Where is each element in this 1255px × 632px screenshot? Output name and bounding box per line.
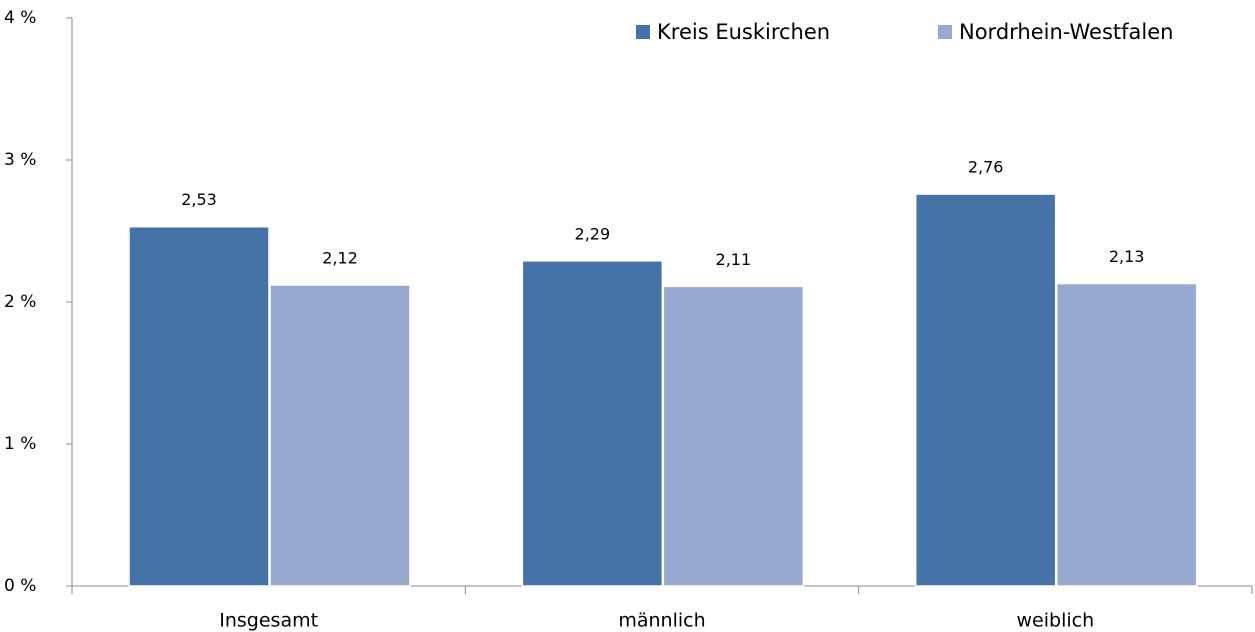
bar — [662, 285, 805, 587]
bar — [1055, 282, 1198, 587]
value-label: 2,12 — [322, 248, 358, 267]
y-tick-label: 1 % — [4, 434, 36, 454]
legend-swatch — [636, 25, 650, 39]
value-label: 2,29 — [575, 224, 611, 243]
legend-swatch — [938, 25, 952, 39]
bar — [128, 225, 270, 587]
y-tick-label: 4 % — [4, 8, 36, 28]
legend-label: Kreis Euskirchen — [657, 20, 830, 44]
x-tick-label: männlich — [618, 610, 705, 632]
value-label: 2,76 — [968, 158, 1004, 177]
value-label: 2,13 — [1109, 247, 1145, 266]
bar — [914, 193, 1057, 587]
bar — [269, 284, 411, 587]
bar — [521, 260, 664, 587]
value-label: 2,53 — [181, 190, 217, 209]
y-tick-label: 0 % — [4, 576, 36, 596]
value-label: 2,11 — [716, 250, 752, 269]
legend-label: Nordrhein-Westfalen — [959, 20, 1173, 44]
y-tick-label: 2 % — [4, 292, 36, 312]
x-tick-label: Insgesamt — [219, 610, 318, 632]
x-tick-label: weiblich — [1017, 610, 1095, 632]
y-tick-label: 3 % — [4, 150, 36, 170]
